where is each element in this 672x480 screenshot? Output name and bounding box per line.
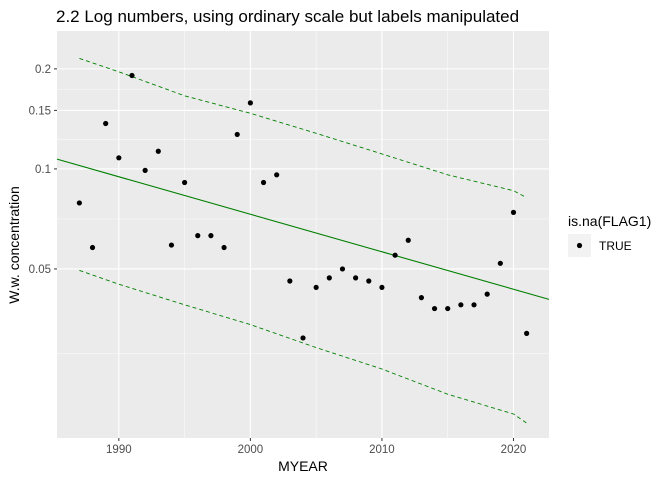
data-point <box>313 284 319 291</box>
y-tick-label: 0.2 <box>35 64 51 76</box>
data-point <box>524 330 530 336</box>
data-point <box>116 155 122 161</box>
y-axis-ticks: 0.05 0.1 0.15 0.2 <box>29 64 57 276</box>
data-point <box>76 200 82 206</box>
y-axis-title: W.w. concentration <box>6 186 22 304</box>
x-axis-title: MYEAR <box>278 458 328 474</box>
band-line-upper <box>79 57 527 198</box>
data-point <box>129 72 135 79</box>
confidence-bands <box>79 57 527 424</box>
data-point <box>339 266 346 272</box>
legend-point-marker <box>576 242 583 249</box>
data-point <box>405 237 411 243</box>
data-point <box>142 167 148 173</box>
trend-line <box>56 158 550 300</box>
data-point <box>418 295 424 301</box>
minor-gridlines <box>57 31 549 438</box>
data-point <box>260 179 267 186</box>
data-point <box>89 244 96 251</box>
data-point <box>221 244 227 251</box>
data-point <box>287 278 293 284</box>
x-tick-label: 1990 <box>106 444 132 456</box>
x-axis-ticks: 1990 2000 2010 2020 <box>106 438 526 456</box>
data-point <box>155 148 161 154</box>
data-point <box>392 252 398 258</box>
data-point <box>326 275 332 281</box>
data-point <box>300 335 306 341</box>
data-point <box>353 275 359 281</box>
data-point <box>103 120 109 127</box>
plot-panel <box>57 31 549 438</box>
data-point <box>510 209 517 215</box>
legend: is.na(FLAG1) TRUE <box>568 213 651 257</box>
data-point <box>195 233 201 239</box>
data-point <box>431 305 438 312</box>
data-points <box>76 72 530 341</box>
data-point <box>445 305 451 312</box>
major-gridlines <box>57 31 549 438</box>
data-point <box>168 242 175 248</box>
data-point <box>379 284 385 291</box>
x-tick-label: 2020 <box>501 444 527 456</box>
y-tick-label: 0.1 <box>35 164 51 176</box>
data-point <box>208 233 214 239</box>
x-tick-label: 2010 <box>369 444 395 456</box>
y-tick-label: 0.05 <box>29 264 51 276</box>
data-point <box>182 179 188 186</box>
x-tick-label: 2000 <box>238 444 264 456</box>
data-point <box>234 131 240 138</box>
legend-title: is.na(FLAG1) <box>568 213 651 229</box>
data-point <box>471 302 477 308</box>
data-point <box>484 291 490 297</box>
trend-line-group <box>56 158 550 300</box>
chart-title: 2.2 Log numbers, using ordinary scale bu… <box>56 7 519 26</box>
y-tick-label: 0.15 <box>29 105 51 117</box>
data-point <box>458 302 464 308</box>
data-point <box>366 278 372 284</box>
data-point <box>274 172 280 178</box>
data-point <box>497 260 503 266</box>
data-point <box>247 100 253 106</box>
band-line-lower <box>79 269 527 424</box>
legend-label-true: TRUE <box>599 239 632 253</box>
